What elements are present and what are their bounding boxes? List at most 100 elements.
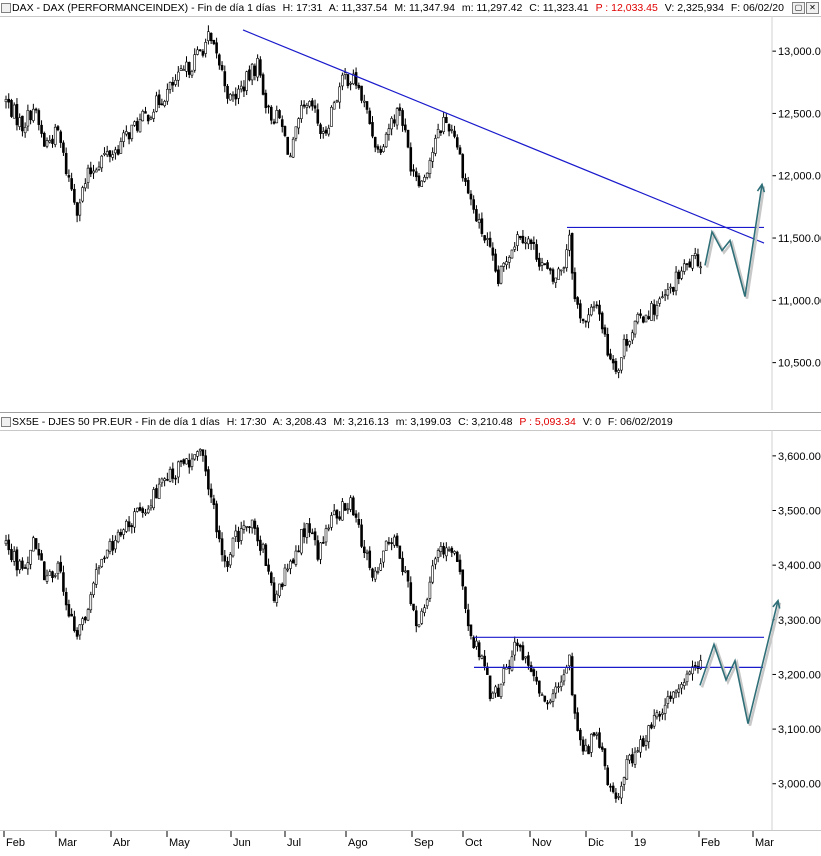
candle-body bbox=[201, 50, 205, 56]
candle-body bbox=[272, 121, 276, 124]
candle-body bbox=[105, 151, 109, 156]
candle-body bbox=[622, 777, 626, 785]
candle-body bbox=[182, 459, 186, 464]
candle-body bbox=[598, 304, 601, 315]
candle-body bbox=[502, 668, 506, 684]
candle-body bbox=[313, 105, 317, 109]
candle-body bbox=[589, 733, 593, 753]
candle-body bbox=[685, 673, 689, 683]
maximize-icon[interactable]: ▢ bbox=[792, 2, 805, 14]
candle-body bbox=[450, 129, 454, 131]
candle-body bbox=[477, 219, 481, 224]
candle-body bbox=[349, 497, 352, 510]
candle-body bbox=[666, 696, 670, 704]
candle-body bbox=[502, 262, 506, 267]
candle-body bbox=[289, 560, 292, 569]
candle-body bbox=[4, 540, 8, 545]
candle-body bbox=[193, 454, 197, 460]
candle-body bbox=[570, 233, 574, 274]
candle-body bbox=[688, 261, 692, 268]
candle-body bbox=[483, 235, 486, 241]
dax-symbol: DAX - DAX (PERFORMANCEINDEX) - Fin de dí… bbox=[12, 2, 276, 14]
candle-body bbox=[56, 562, 60, 575]
candle-body bbox=[190, 70, 194, 76]
candle-body bbox=[291, 559, 295, 564]
candle-body bbox=[125, 131, 128, 135]
candle-body bbox=[18, 560, 21, 570]
candle-body bbox=[661, 712, 664, 715]
candle-body bbox=[439, 130, 443, 134]
candle-body bbox=[324, 129, 328, 134]
chart-menu-icon[interactable] bbox=[1, 3, 11, 13]
candle-body bbox=[357, 84, 361, 89]
candle-body bbox=[341, 501, 344, 521]
candle-body bbox=[554, 686, 558, 694]
candle-body bbox=[15, 549, 19, 571]
projection-shadow bbox=[705, 186, 766, 299]
candle-body bbox=[190, 458, 194, 467]
dax-chart[interactable]: 13,000.00 12,500.00 12,000.00 11,500.00 11,0… bbox=[0, 16, 821, 412]
candle-body bbox=[300, 105, 303, 120]
candle-body bbox=[472, 636, 475, 648]
candle-body bbox=[45, 140, 49, 147]
candle-body bbox=[691, 254, 694, 269]
close-icon[interactable]: ✕ bbox=[806, 2, 819, 14]
trendlines bbox=[242, 29, 765, 244]
dax-m: M: 11,347.94 bbox=[394, 2, 455, 14]
candle-body bbox=[21, 560, 24, 569]
candle-body bbox=[371, 122, 374, 137]
candle-body bbox=[32, 537, 35, 552]
candle-body bbox=[103, 557, 106, 560]
candle-body bbox=[559, 269, 563, 272]
candle-body bbox=[464, 586, 467, 609]
candle-body bbox=[89, 167, 93, 175]
candle-body bbox=[379, 149, 382, 153]
candle-body bbox=[395, 108, 399, 126]
x-tick-label: Feb bbox=[701, 837, 720, 849]
candle-body bbox=[198, 449, 202, 452]
candle-body bbox=[53, 126, 57, 145]
candle-body bbox=[666, 288, 670, 296]
candle-body bbox=[650, 303, 653, 321]
y-tick-label: 12,500.00 bbox=[778, 108, 821, 120]
candle-body bbox=[674, 690, 678, 694]
chart-menu-icon[interactable] bbox=[1, 417, 11, 427]
candle-body bbox=[12, 104, 16, 119]
candle-body bbox=[576, 712, 579, 731]
candle-body bbox=[261, 74, 265, 95]
time-axis-labels: Feb Mar Abr May Jun Jul Ago Sep Oct Nov Dic 19 Feb Ma… bbox=[3, 831, 774, 849]
candle-body bbox=[592, 732, 596, 736]
candle-body bbox=[455, 551, 459, 562]
candle-body bbox=[382, 550, 385, 563]
candle-body bbox=[207, 31, 210, 41]
candle-body bbox=[275, 593, 279, 603]
candle-body bbox=[554, 277, 558, 283]
candle-body bbox=[152, 489, 155, 509]
candle-body bbox=[376, 146, 380, 150]
candle-body bbox=[445, 547, 448, 557]
candle-body bbox=[37, 110, 41, 125]
candle-body bbox=[201, 449, 205, 456]
candle-body bbox=[223, 71, 227, 87]
candle-body bbox=[398, 545, 402, 559]
candle-body bbox=[239, 85, 243, 90]
candle-body bbox=[447, 549, 451, 551]
candle-body bbox=[516, 234, 519, 246]
sx5e-chart[interactable]: 3,600.00 3,500.00 3,400.00 3,300.00 3,200.00… bbox=[0, 430, 821, 830]
candle-body bbox=[510, 656, 514, 671]
candle-body bbox=[62, 572, 65, 592]
candle-body bbox=[215, 42, 218, 54]
candle-body bbox=[215, 503, 218, 533]
candle-body bbox=[163, 101, 166, 106]
candle-body bbox=[51, 571, 54, 578]
candle-body bbox=[81, 187, 84, 202]
panel-divider[interactable] bbox=[0, 412, 821, 413]
candle-body bbox=[464, 177, 467, 182]
candle-body bbox=[253, 65, 257, 76]
candle-body bbox=[267, 564, 270, 572]
candle-body bbox=[226, 85, 229, 99]
candle-body bbox=[111, 154, 114, 158]
x-tick-label: Sep bbox=[414, 837, 434, 849]
candle-body bbox=[280, 583, 284, 588]
x-tick-label: Mar bbox=[58, 837, 77, 849]
